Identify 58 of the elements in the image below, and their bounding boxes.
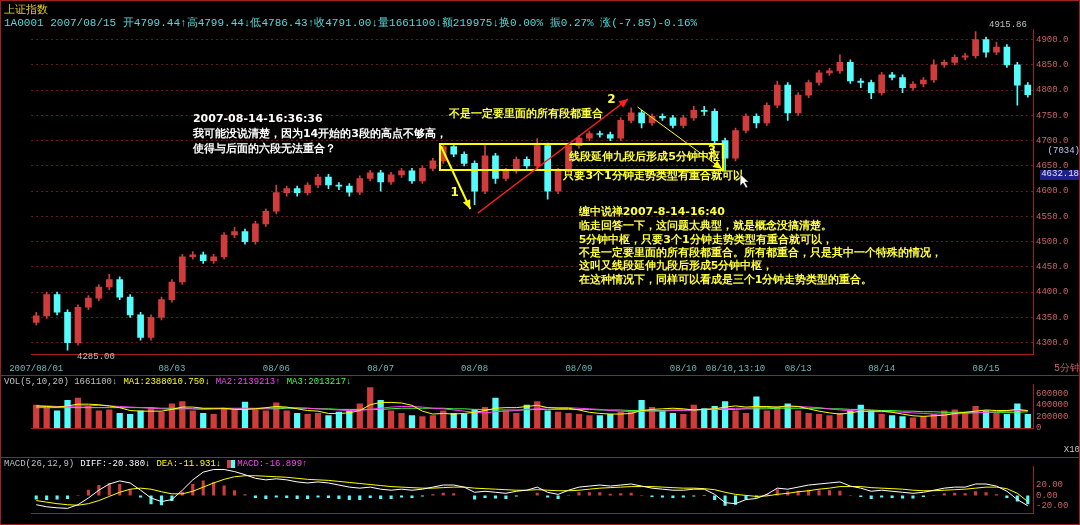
annotation: 这叫又线段延伸九段后形成5分钟中枢， bbox=[578, 259, 774, 273]
series-label: DIFF:-20.380↓ bbox=[80, 459, 151, 469]
y-tick-label: 4550.0 bbox=[1036, 211, 1069, 222]
annotation: 在这种情况下，同样可以看成是三个1分钟走势类型的重合。 bbox=[578, 273, 873, 287]
annotation: 1 bbox=[450, 184, 459, 199]
text: 4632.18 bbox=[1040, 169, 1080, 180]
text: MA2:2139213↑ bbox=[215, 377, 281, 387]
annotation: 2 bbox=[607, 92, 616, 107]
x-tick-label: 08/08 bbox=[461, 363, 489, 374]
annotation: 缠中说禅2007-8-14-16:40 bbox=[578, 205, 725, 219]
chart-subtitle: 1A0001 2007/08/15 开4799.44↑高4799.44↓低4786.43↑收4791.00↓量1661100↓额219975↓换0.00% 振0.27% 涨(-7.85)-0.16% bbox=[4, 16, 698, 30]
y-tick-label: 400000 bbox=[1036, 400, 1069, 411]
annotation: 2007-08-14-16:36:36 bbox=[192, 112, 323, 126]
x-tick-label: 08/10,13:10 bbox=[705, 363, 766, 374]
y-tick-label: 4750.0 bbox=[1036, 110, 1069, 121]
y-tick-label: 4850.0 bbox=[1036, 60, 1069, 71]
y-tick-label: -20.00 bbox=[1036, 501, 1069, 512]
chart-title: 上证指数 bbox=[4, 2, 48, 17]
x-tick-label: 08/03 bbox=[158, 363, 186, 374]
x-tick-label: 08/09 bbox=[565, 363, 593, 374]
annotation: 使得与后面的六段无法重合？ bbox=[192, 142, 336, 156]
annotation: 5分钟中枢，只要3个1分钟走势类型有重合就可以， bbox=[578, 233, 833, 246]
annotation: 临走回答一下，这问题太典型，就是概念没搞清楚。 bbox=[578, 219, 832, 233]
x-tick-label: 2007/08/01 bbox=[9, 363, 64, 374]
x-tick-label: 08/10 bbox=[669, 363, 697, 374]
x-tick-label: 08/14 bbox=[868, 363, 896, 374]
annotation: 4285.00 bbox=[77, 352, 115, 363]
annotation: 不是一定要里面的所有段都重合。所有都重合，只是其中一个特殊的情况， bbox=[578, 246, 942, 259]
y-tick-label: 0.00 bbox=[1036, 490, 1058, 501]
text: MA1:2388010.750↓ bbox=[123, 377, 210, 387]
y-tick-label: 4300.0 bbox=[1036, 337, 1069, 348]
annotation: 我可能没说清楚，因为14开始的3段的高点不够高， bbox=[192, 127, 447, 141]
y-tick-label: 4400.0 bbox=[1036, 287, 1069, 298]
annotation: 4915.86 bbox=[989, 20, 1027, 31]
text: X10 bbox=[1063, 445, 1080, 456]
annotation: 不是一定要里面的所有段都重合 bbox=[449, 107, 604, 120]
chart-title: VOL(5,10,20) 1661100↓ bbox=[4, 377, 118, 387]
x-tick-label: 08/06 bbox=[262, 363, 290, 374]
y-tick-label: 200000 bbox=[1036, 411, 1069, 422]
y-tick-label: 4700.0 bbox=[1036, 135, 1069, 146]
y-tick-label: 0 bbox=[1036, 423, 1042, 434]
y-tick-label: 4900.0 bbox=[1036, 34, 1069, 45]
y-tick-label: 600000 bbox=[1036, 388, 1069, 399]
y-tick-label: 4600.0 bbox=[1036, 186, 1069, 197]
x-tick-label: 08/15 bbox=[972, 363, 1000, 374]
y-tick-label: 4450.0 bbox=[1036, 262, 1069, 273]
legend-label: MACD:-16.899↑ bbox=[237, 459, 308, 469]
text: (7034) bbox=[1047, 146, 1080, 157]
chart-title: MACD(26,12,9) bbox=[4, 459, 75, 469]
text: 5分钟 bbox=[1053, 363, 1080, 374]
text: MA3:2013217↓ bbox=[286, 377, 352, 387]
x-tick-label: 08/13 bbox=[784, 363, 812, 374]
y-tick-label: 20.00 bbox=[1036, 480, 1064, 491]
y-tick-label: 4350.0 bbox=[1036, 312, 1069, 323]
y-tick-label: 4500.0 bbox=[1036, 236, 1069, 247]
x-tick-label: 08/07 bbox=[367, 363, 395, 374]
y-tick-label: 4800.0 bbox=[1036, 85, 1069, 96]
series-label: DEA:-11.931↓ bbox=[156, 459, 222, 469]
